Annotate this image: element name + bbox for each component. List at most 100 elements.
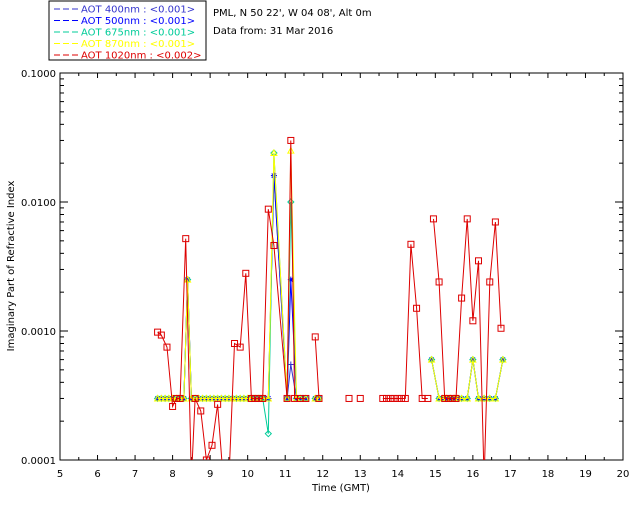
x-tick-label: 9: [207, 469, 213, 480]
data-point: [191, 394, 199, 402]
data-point: [183, 275, 192, 283]
data-point: [448, 394, 456, 402]
series-line: [382, 244, 428, 399]
data-point: [240, 394, 248, 402]
data-point: [168, 394, 177, 402]
data-point: [210, 394, 218, 402]
data-point: [486, 278, 494, 286]
series: [154, 172, 506, 402]
data-point: [259, 394, 267, 402]
x-tick-label: 18: [542, 469, 555, 480]
x-tick-label: 8: [169, 469, 175, 480]
data-point: [226, 477, 232, 483]
data-point: [208, 441, 216, 449]
data-point: [441, 394, 449, 402]
data-point: [407, 240, 415, 248]
data-point: [480, 394, 488, 402]
data-point: [356, 394, 364, 402]
data-point: [157, 394, 166, 402]
data-point: [242, 269, 250, 277]
series-line: [157, 152, 306, 434]
data-point: [182, 235, 190, 243]
data-point: [481, 477, 487, 483]
data-point: [270, 148, 278, 156]
series-line: [157, 175, 306, 399]
series-line: [431, 359, 504, 399]
data-point: [197, 407, 205, 415]
data-point: [157, 331, 165, 339]
site-info: PML, N 50 22', W 04 08', Alt 0m: [213, 8, 372, 19]
data-point: [394, 394, 402, 402]
y-tick-label: 0.1000: [21, 69, 56, 80]
y-tick-label: 0.0100: [21, 198, 56, 209]
x-tick-label: 10: [241, 469, 254, 480]
data-point: [184, 276, 191, 283]
series-line: [431, 359, 504, 399]
data-point: [302, 394, 310, 402]
x-tick-label: 11: [279, 469, 292, 480]
data-point: [161, 394, 169, 402]
data-point: [232, 394, 241, 402]
data-point: [390, 394, 398, 402]
x-tick-label: 16: [466, 469, 479, 480]
data-point: [236, 343, 244, 351]
data-point: [165, 394, 173, 402]
data-point: [413, 304, 421, 312]
data-point: [474, 394, 483, 402]
data-point: [315, 394, 323, 402]
data-point: [283, 394, 291, 402]
data-point: [264, 394, 273, 402]
data-point: [444, 394, 452, 402]
legend-entry: AOT 400nm : <0.001>: [81, 5, 195, 16]
y-axis-label: Imaginary Part of Refractive Index: [6, 181, 17, 352]
series-line: [431, 359, 504, 399]
data-point: [463, 215, 471, 223]
data-point: [311, 333, 319, 341]
legend-entry: AOT 870nm : <0.001>: [81, 39, 195, 50]
data-point: [236, 394, 245, 402]
data-point: [154, 395, 161, 402]
series-line: [431, 359, 504, 399]
data-point: [217, 394, 226, 402]
x-tick-label: 20: [617, 469, 630, 480]
data-point: [386, 394, 394, 402]
series-line: [433, 218, 502, 460]
data-point: [225, 394, 233, 402]
x-tick-label: 13: [354, 469, 367, 480]
y-tick-label: 0.0001: [21, 456, 56, 467]
data-point: [474, 257, 482, 265]
data-point: [264, 429, 273, 438]
data-point: [163, 343, 171, 351]
data-point: [270, 242, 278, 250]
data-point: [302, 395, 309, 402]
data-point: [188, 477, 194, 483]
x-axis-label: Time (GMT): [311, 483, 370, 494]
axis-ticks: [59, 72, 624, 461]
data-point: [221, 394, 229, 402]
legend-entry: AOT 500nm : <0.001>: [81, 16, 195, 27]
x-tick-label: 17: [504, 469, 517, 480]
data-point: [287, 198, 295, 206]
data-point: [463, 394, 472, 402]
data-point: [206, 394, 214, 402]
data-point: [429, 215, 437, 223]
series: [154, 172, 506, 402]
data-point: [251, 394, 259, 402]
data-point: [383, 394, 391, 402]
legend: AOT 400nm : <0.001>AOT 500nm : <0.001> AO…: [48, 0, 207, 62]
data-point: [401, 394, 409, 402]
series: [153, 149, 507, 438]
data-point: [469, 355, 477, 363]
data-point: [202, 394, 211, 402]
data-point: [485, 394, 494, 402]
series-line: [157, 140, 306, 460]
data-point: [469, 317, 477, 325]
data-point: [243, 394, 252, 402]
data-point: [264, 205, 272, 213]
data-point: [287, 361, 294, 368]
data-point: [176, 394, 184, 402]
data-point: [169, 402, 177, 410]
series-line: [314, 336, 320, 399]
data-point: [379, 394, 387, 402]
